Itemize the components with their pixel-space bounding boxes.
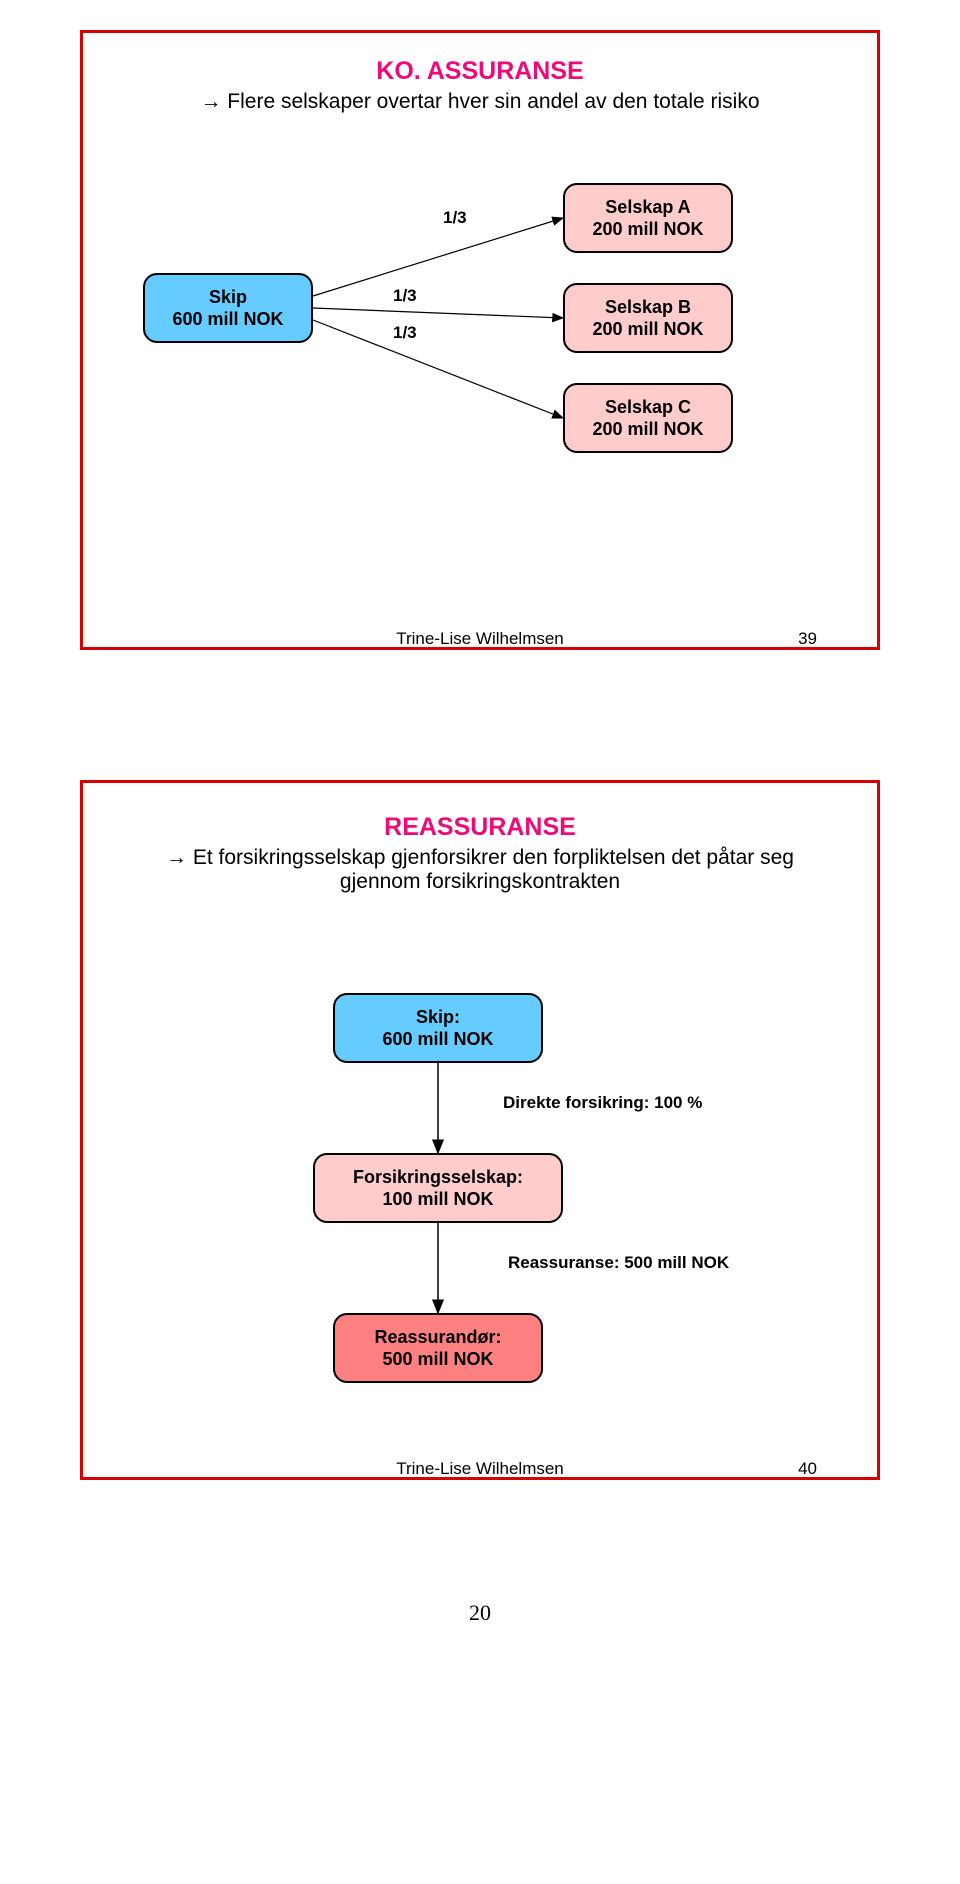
node-selskap_c: Selskap C200 mill NOK: [563, 383, 733, 453]
slide2-page-number: 40: [798, 1459, 817, 1479]
node-selskap_a: Selskap A200 mill NOK: [563, 183, 733, 253]
slide2-subtitle: → Et forsikringsselskap gjenforsikrer de…: [143, 846, 817, 894]
slide1-title: KO. ASSURANSE: [83, 57, 877, 86]
edge-label-l2: 1/3: [393, 286, 417, 306]
node-forsik: Forsikringsselskap:100 mill NOK: [313, 1153, 563, 1223]
slide2-author: Trine-Lise Wilhelmsen: [83, 1459, 877, 1479]
node-skip: Skip:600 mill NOK: [333, 993, 543, 1063]
slide1-edges: [83, 33, 883, 653]
document-page-number: 20: [80, 1600, 880, 1626]
slide1-page-number: 39: [798, 629, 817, 649]
edge-label-l1: 1/3: [443, 208, 467, 228]
slide-reassuranse: REASSURANSE → Et forsikringsselskap gjen…: [80, 780, 880, 1480]
page-container: KO. ASSURANSE → Flere selskaper overtar …: [0, 0, 960, 1666]
annotation-a2: Reassuranse: 500 mill NOK: [508, 1253, 729, 1273]
slide1-subtitle: → Flere selskaper overtar hver sin andel…: [153, 90, 807, 114]
slide-ko-assuranse: KO. ASSURANSE → Flere selskaper overtar …: [80, 30, 880, 650]
node-selskap_b: Selskap B200 mill NOK: [563, 283, 733, 353]
annotation-a1: Direkte forsikring: 100 %: [503, 1093, 702, 1113]
slide1-author: Trine-Lise Wilhelmsen: [83, 629, 877, 649]
node-reass: Reassurandør:500 mill NOK: [333, 1313, 543, 1383]
edge-label-l3: 1/3: [393, 323, 417, 343]
node-skip: Skip600 mill NOK: [143, 273, 313, 343]
slide2-title: REASSURANSE: [83, 813, 877, 842]
